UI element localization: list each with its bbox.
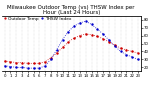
THSW Index — [120, 51, 121, 52]
Outdoor Temp — [32, 63, 34, 64]
THSW Index — [27, 68, 29, 69]
Outdoor Temp — [131, 51, 133, 52]
Outdoor Temp — [120, 48, 121, 49]
Outdoor Temp — [137, 53, 139, 54]
Outdoor Temp — [9, 61, 11, 62]
THSW Index — [85, 21, 87, 22]
Outdoor Temp — [102, 38, 104, 39]
THSW Index — [79, 22, 81, 23]
Outdoor Temp — [91, 34, 92, 35]
THSW Index — [4, 65, 5, 66]
THSW Index — [15, 67, 17, 68]
THSW Index — [32, 68, 34, 69]
THSW Index — [108, 40, 110, 41]
Outdoor Temp — [85, 33, 87, 34]
Outdoor Temp — [4, 60, 5, 62]
Line: Outdoor Temp: Outdoor Temp — [4, 33, 139, 64]
Outdoor Temp — [21, 62, 23, 63]
THSW Index — [56, 49, 58, 50]
Outdoor Temp — [15, 62, 17, 63]
Outdoor Temp — [79, 35, 81, 36]
THSW Index — [67, 31, 69, 32]
THSW Index — [96, 29, 98, 30]
THSW Index — [38, 68, 40, 69]
Outdoor Temp — [38, 63, 40, 64]
THSW Index — [125, 54, 127, 55]
THSW Index — [102, 33, 104, 34]
THSW Index — [62, 39, 64, 40]
THSW Index — [131, 56, 133, 58]
THSW Index — [50, 59, 52, 60]
Outdoor Temp — [96, 36, 98, 37]
Outdoor Temp — [56, 53, 58, 54]
Outdoor Temp — [50, 57, 52, 58]
Outdoor Temp — [67, 41, 69, 42]
Outdoor Temp — [62, 47, 64, 48]
Outdoor Temp — [73, 37, 75, 38]
Outdoor Temp — [27, 63, 29, 64]
THSW Index — [91, 24, 92, 25]
THSW Index — [9, 66, 11, 67]
THSW Index — [21, 67, 23, 68]
THSW Index — [114, 45, 116, 46]
Outdoor Temp — [114, 45, 116, 46]
THSW Index — [137, 59, 139, 60]
THSW Index — [44, 65, 46, 66]
Outdoor Temp — [108, 41, 110, 42]
THSW Index — [73, 25, 75, 27]
Title: Milwaukee Outdoor Temp (vs) THSW Index per Hour (Last 24 Hours): Milwaukee Outdoor Temp (vs) THSW Index p… — [8, 5, 135, 15]
Line: THSW Index: THSW Index — [4, 20, 139, 69]
Legend: Outdoor Temp, THSW Index: Outdoor Temp, THSW Index — [3, 17, 72, 21]
Outdoor Temp — [44, 61, 46, 62]
Outdoor Temp — [125, 49, 127, 50]
